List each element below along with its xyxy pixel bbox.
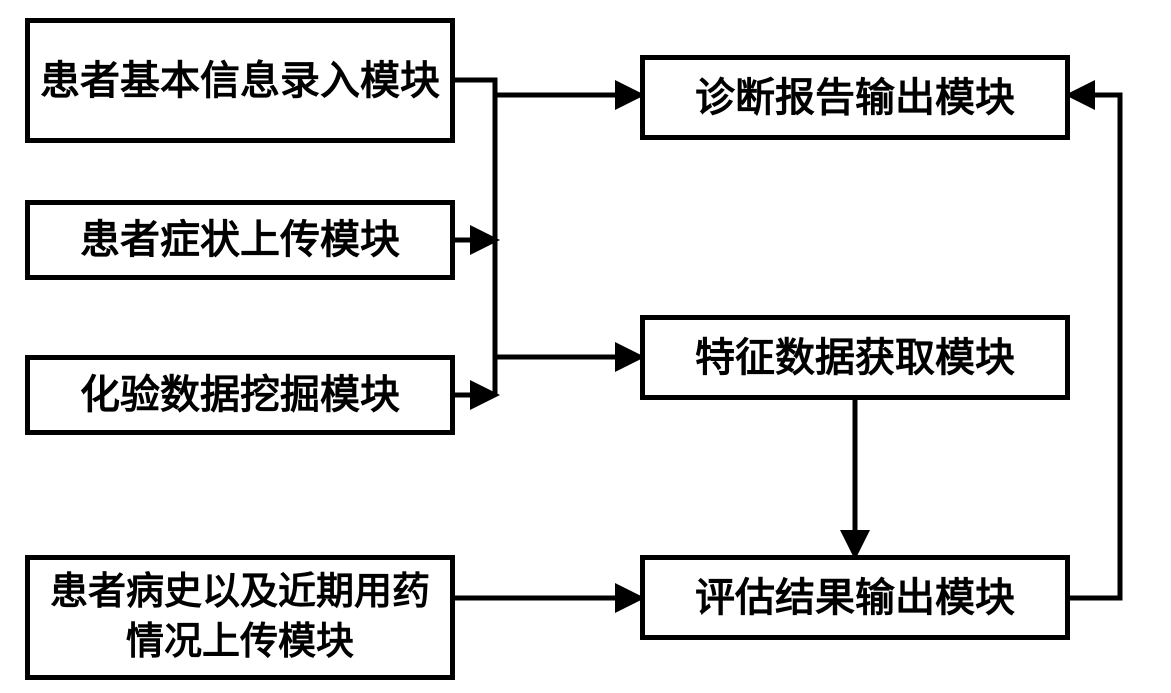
node-diagnosis-report-output: 诊断报告输出模块 (640, 55, 1070, 140)
node-label: 患者病史以及近期用药情况上传模块 (38, 568, 442, 667)
node-label: 化验数据挖掘模块 (80, 369, 400, 421)
node-patient-symptom-upload: 患者症状上传模块 (25, 200, 455, 280)
node-label: 患者症状上传模块 (80, 214, 400, 266)
node-lab-data-mining: 化验数据挖掘模块 (25, 355, 455, 435)
node-label: 特征数据获取模块 (695, 332, 1015, 384)
node-history-medication-upload: 患者病史以及近期用药情况上传模块 (25, 555, 455, 680)
node-patient-basic-info-input: 患者基本信息录入模块 (25, 18, 455, 143)
node-label: 诊断报告输出模块 (695, 72, 1015, 124)
node-evaluation-result-output: 评估结果输出模块 (640, 555, 1070, 640)
node-label: 评估结果输出模块 (695, 572, 1015, 624)
node-feature-data-acquire: 特征数据获取模块 (640, 315, 1070, 400)
node-label: 患者基本信息录入模块 (40, 55, 440, 107)
diagram-canvas: 患者基本信息录入模块 患者症状上传模块 化验数据挖掘模块 患者病史以及近期用药情… (0, 0, 1171, 693)
